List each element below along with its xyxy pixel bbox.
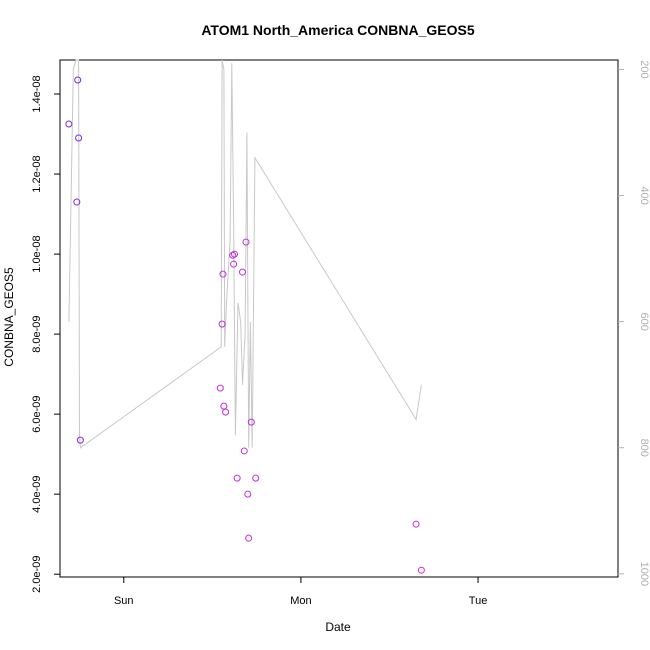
plot-frame — [59, 59, 619, 578]
y-tick-label: 2.0e-09 — [31, 556, 43, 593]
x-tick-label: Tue — [469, 595, 488, 607]
y2-axis: 200 400 600 800 1000 — [618, 60, 650, 586]
data-point — [75, 134, 83, 142]
data-point — [252, 474, 260, 482]
data-point — [216, 384, 224, 392]
y-tick-label: 4.0e-09 — [31, 476, 43, 513]
altitude-line — [68, 59, 422, 449]
y2-tick-label: 600 — [638, 312, 650, 330]
data-point — [233, 474, 241, 482]
data-point — [76, 436, 84, 444]
data-point — [65, 120, 73, 128]
data-point — [220, 402, 228, 410]
x-axis: Sun Mon Tue — [114, 577, 487, 607]
data-point — [244, 490, 252, 498]
data-point — [412, 520, 420, 528]
x-axis-label: Date — [325, 620, 351, 634]
data-point — [230, 250, 238, 258]
data-point — [219, 270, 227, 278]
y2-tick-label: 800 — [638, 439, 650, 457]
data-point — [74, 76, 82, 84]
y2-tick-label: 400 — [638, 186, 650, 204]
y-tick-label: 1.2e-08 — [31, 155, 43, 192]
data-point — [242, 238, 250, 246]
data-point — [238, 268, 246, 276]
data-point — [230, 260, 238, 268]
y-tick-label: 1.0e-08 — [31, 235, 43, 272]
y-axis-label: CONBNA_GEOS5 — [2, 267, 16, 367]
data-point — [245, 534, 253, 542]
data-point — [73, 198, 81, 206]
y-tick-label: 8.0e-09 — [31, 315, 43, 352]
x-tick-label: Mon — [290, 595, 311, 607]
y-tick-label: 6.0e-09 — [31, 395, 43, 432]
y-tick-label: 1.4e-08 — [31, 75, 43, 112]
data-point — [218, 320, 226, 328]
y2-tick-label: 200 — [638, 60, 650, 78]
data-point — [247, 418, 255, 426]
y2-tick-label: 1000 — [638, 562, 650, 586]
data-point — [417, 566, 425, 574]
x-tick-label: Sun — [114, 595, 134, 607]
y-axis: 2.0e-09 4.0e-09 6.0e-09 8.0e-09 1.0e-08 1.2e-… — [31, 75, 60, 593]
series-layer — [65, 59, 425, 574]
chart-title: ATOM1 North_America CONBNA_GEOS5 — [201, 22, 475, 38]
data-point — [240, 447, 248, 455]
data-point — [222, 408, 230, 416]
data-point — [229, 251, 237, 259]
